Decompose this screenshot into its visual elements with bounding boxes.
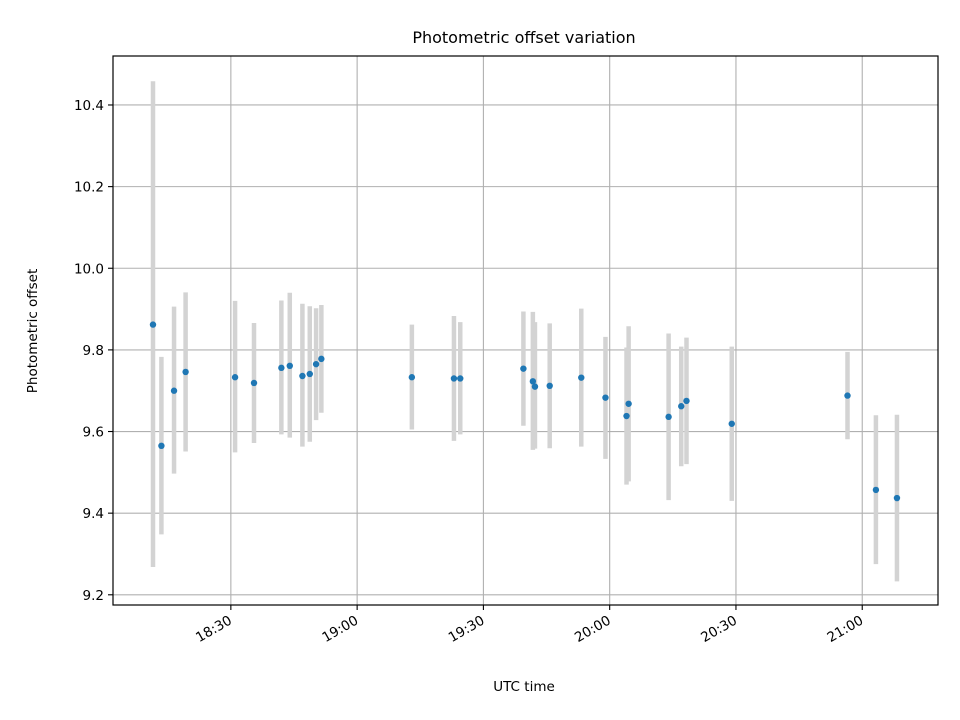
data-point — [182, 368, 189, 376]
data-point — [158, 442, 165, 450]
data-point — [250, 379, 258, 387]
data-point — [678, 403, 685, 410]
y-tick-label: 9.6 — [83, 425, 104, 441]
data-point — [231, 374, 239, 381]
data-points — [149, 321, 901, 502]
data-point — [318, 355, 325, 363]
data-point — [625, 400, 632, 407]
data-point — [306, 370, 313, 378]
grid — [113, 56, 938, 605]
data-point — [529, 378, 537, 385]
data-point — [149, 321, 157, 328]
data-point — [299, 372, 306, 380]
plot-frame — [112, 55, 939, 606]
data-point — [450, 375, 458, 382]
y-axis-label: Photometric offset — [25, 269, 41, 393]
x-axis-label: UTC time — [493, 679, 555, 695]
data-point — [170, 387, 178, 394]
y-tick-label: 9.4 — [83, 506, 104, 522]
data-point — [520, 365, 527, 372]
data-point — [546, 382, 553, 390]
data-point — [602, 394, 609, 401]
data-point — [844, 392, 851, 399]
y-axis-ticks: 9.2 9.4 9.6 9.8 10.0 10.2 10.4 — [74, 98, 113, 604]
data-point — [408, 374, 416, 381]
chart-title: Photometric offset variation — [412, 28, 635, 47]
y-tick-label: 10.2 — [74, 180, 104, 196]
data-point — [683, 397, 690, 405]
y-tick-label: 9.2 — [83, 588, 104, 604]
data-point — [578, 374, 585, 381]
data-point — [312, 360, 320, 368]
y-tick-label: 9.8 — [83, 343, 104, 359]
data-point — [665, 413, 672, 421]
data-point — [893, 494, 901, 502]
data-point — [457, 375, 464, 382]
y-tick-label: 10.4 — [74, 98, 104, 114]
y-tick-label: 10.0 — [74, 261, 104, 277]
data-point — [286, 362, 293, 370]
data-point — [872, 486, 880, 494]
data-point — [278, 364, 285, 372]
data-point — [728, 420, 735, 427]
data-point — [531, 383, 539, 390]
data-point — [623, 412, 630, 420]
